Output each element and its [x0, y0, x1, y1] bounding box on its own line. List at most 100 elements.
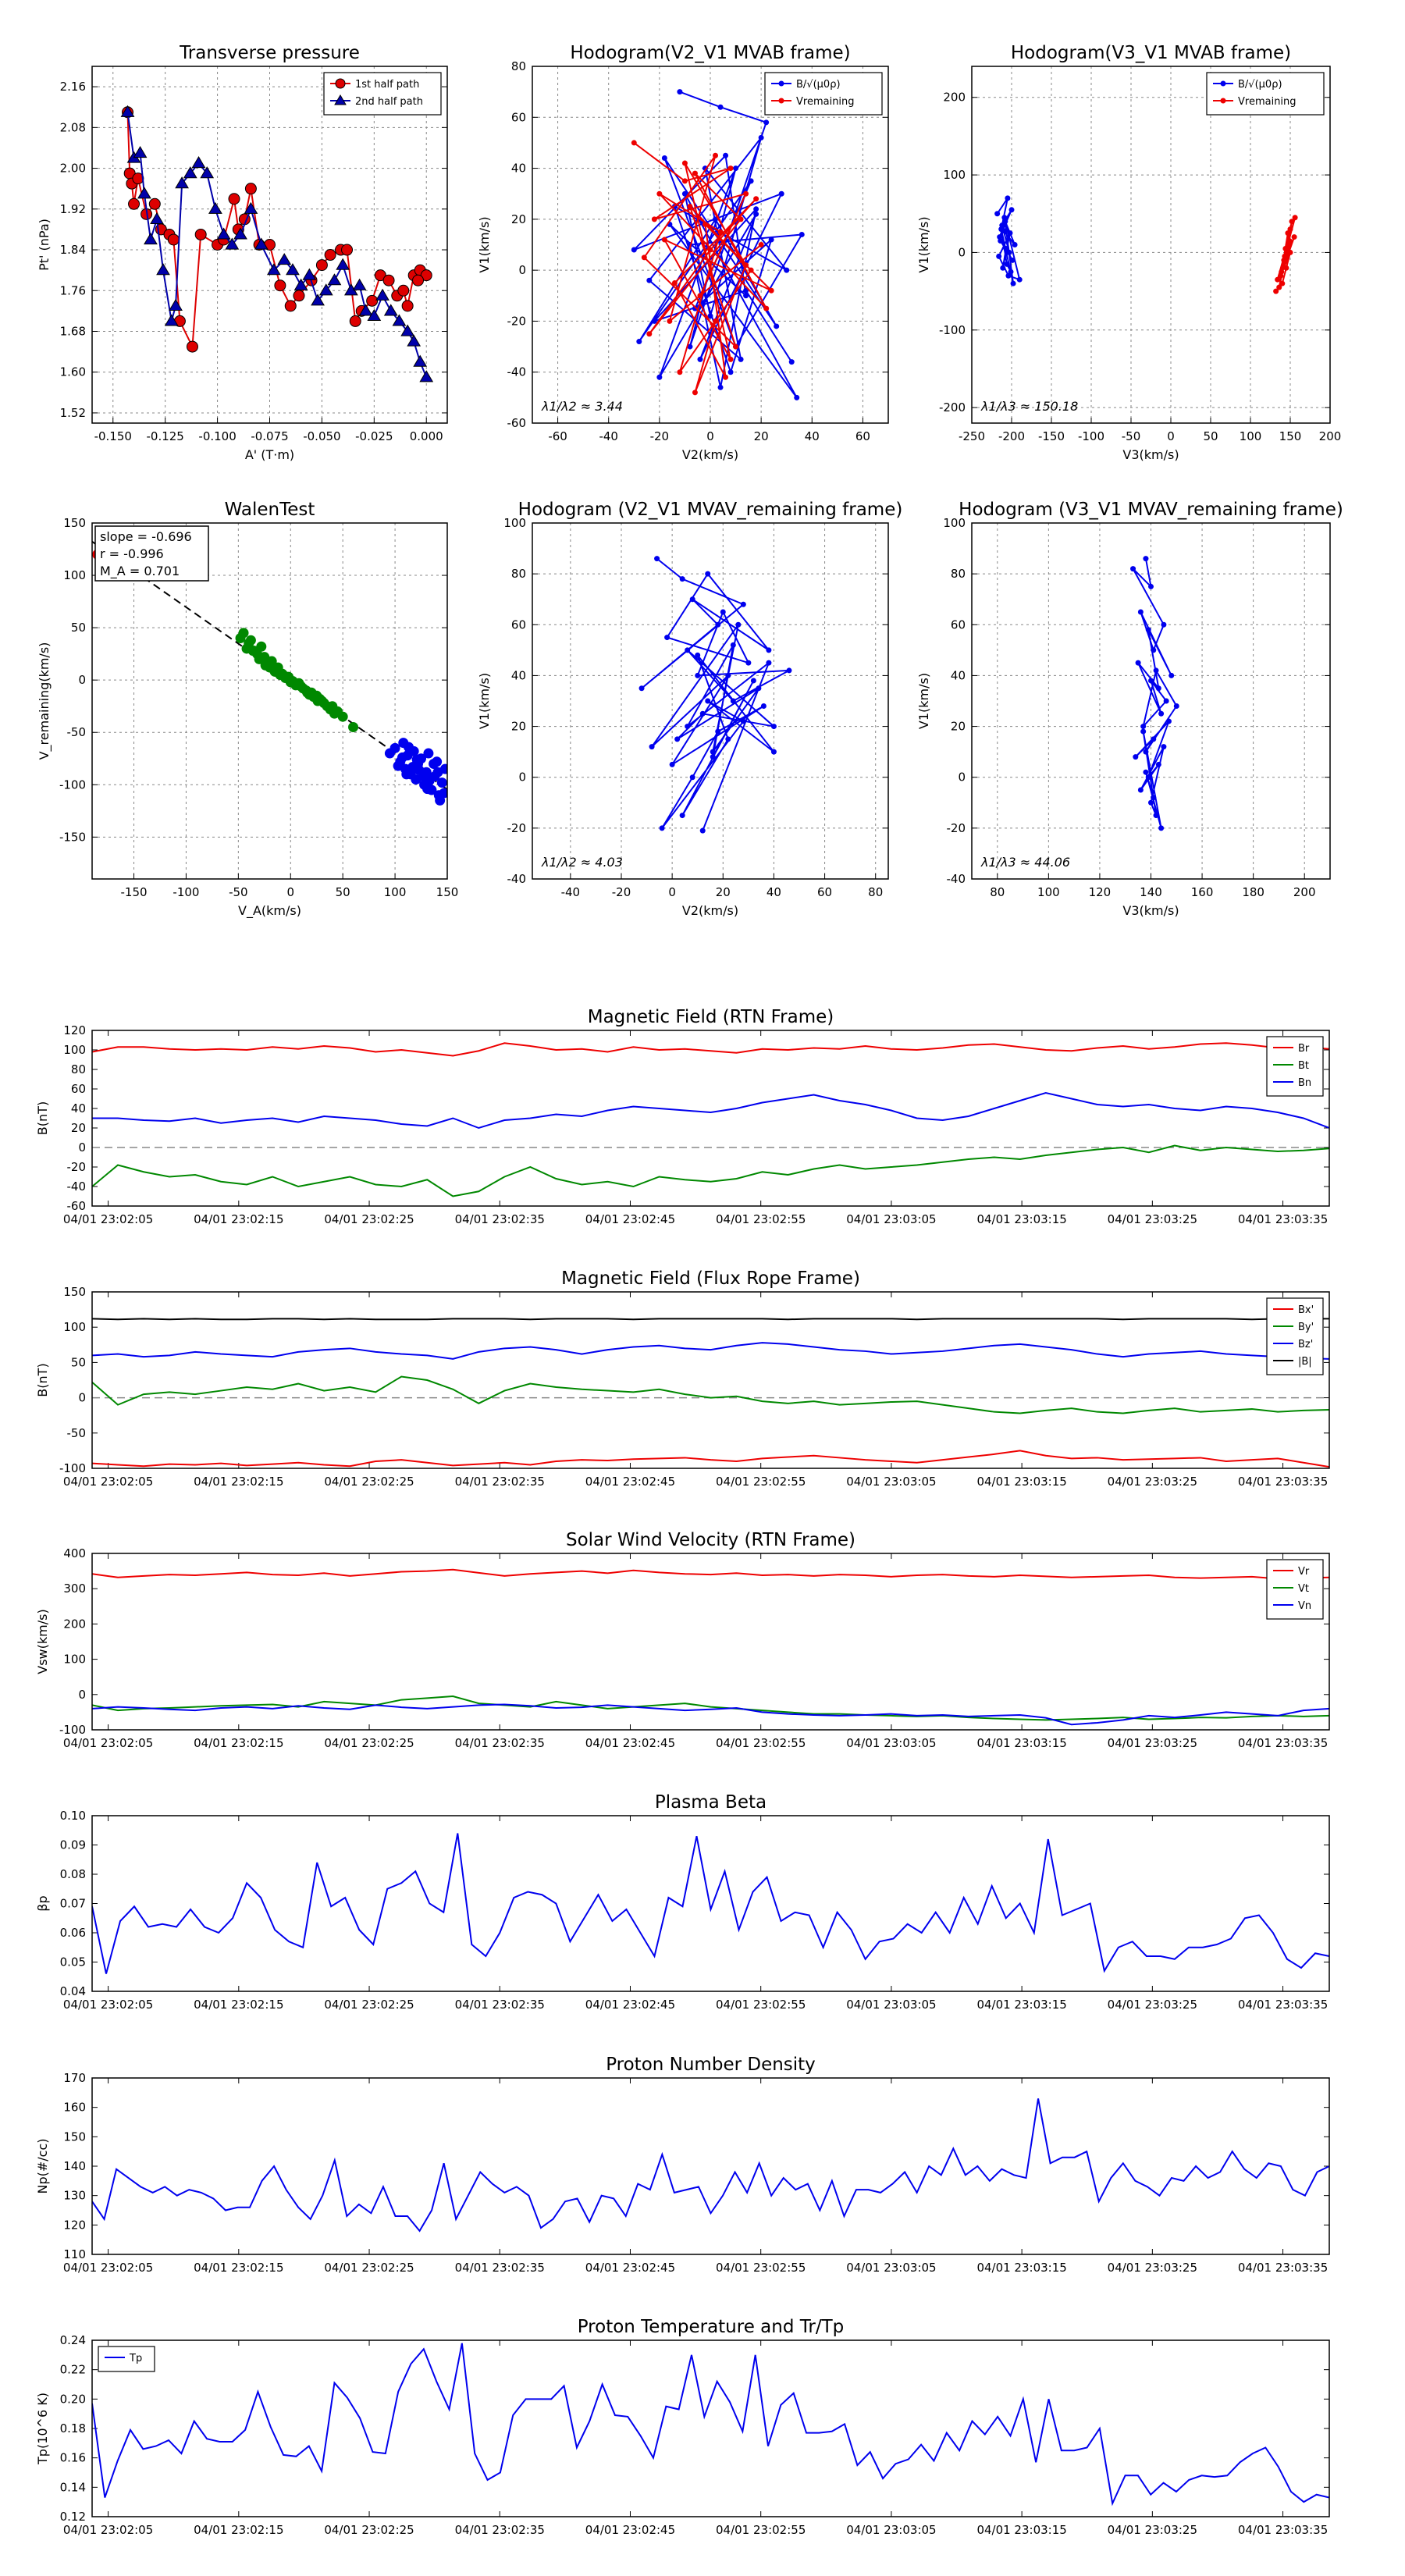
- x-tick-label: -0.125: [146, 429, 183, 443]
- x-axis-label: A' (T·m): [245, 447, 294, 462]
- data-point: [766, 647, 772, 653]
- stats-r: r = -0.996: [100, 546, 164, 561]
- legend-box: [764, 72, 883, 116]
- data-point: [1158, 825, 1165, 831]
- series-line-bx-: [92, 1450, 1329, 1468]
- y-tick-label: 50: [71, 1355, 86, 1369]
- data-point: [1148, 678, 1154, 684]
- data-point: [695, 652, 701, 658]
- y-tick-label: -40: [67, 1179, 87, 1194]
- data-point: [1140, 728, 1147, 735]
- data-point: [664, 635, 670, 641]
- data-point: [1004, 261, 1010, 267]
- x-tick-label: 04/01 23:02:15: [194, 1475, 283, 1489]
- data-point: [654, 556, 660, 562]
- data-point: [1006, 249, 1012, 255]
- legend-box: [1266, 1036, 1324, 1097]
- x-tick-label: -40: [599, 429, 618, 443]
- data-point: [1145, 627, 1151, 633]
- data-point: [175, 176, 189, 189]
- data-point: [713, 152, 719, 158]
- data-point: [1291, 234, 1297, 240]
- y-tick-label: 40: [511, 668, 526, 682]
- data-point: [768, 237, 774, 243]
- data-point: [671, 279, 678, 286]
- y-tick-label: 100: [503, 516, 526, 530]
- x-tick-label: 04/01 23:02:35: [455, 2261, 545, 2275]
- series-line--b-: [92, 1318, 1329, 1321]
- data-point: [1273, 288, 1279, 294]
- data-point: [727, 356, 734, 362]
- x-tick-label: 04/01 23:02:55: [716, 1998, 806, 2012]
- axes-frame: [91, 1030, 1330, 1207]
- x-tick-label: 04/01 23:02:45: [585, 2261, 675, 2275]
- data-point: [337, 711, 348, 722]
- x-tick-label: 04/01 23:02:55: [716, 1475, 806, 1489]
- data-point: [638, 685, 645, 692]
- data-point: [1173, 703, 1179, 710]
- data-point: [697, 293, 703, 299]
- y-tick-label: 0.20: [60, 2392, 86, 2406]
- data-point: [692, 170, 698, 176]
- x-tick-label: -20: [612, 885, 631, 899]
- y-axis-label: βp: [35, 1895, 50, 1911]
- data-point: [656, 374, 663, 380]
- legend-label: 1st half path: [355, 79, 419, 91]
- x-tick-label: 04/01 23:02:15: [194, 2523, 283, 2537]
- data-point: [383, 304, 398, 316]
- data-point: [1163, 698, 1169, 704]
- data-point: [631, 140, 637, 146]
- data-point: [418, 771, 429, 782]
- data-point: [784, 267, 790, 273]
- data-point: [318, 283, 333, 296]
- plot-area: [631, 89, 805, 400]
- y-tick-label: 0.24: [60, 2333, 86, 2347]
- stats-box: [94, 525, 209, 582]
- y-tick-label: -20: [507, 314, 527, 328]
- data-point: [717, 229, 724, 235]
- y-tick-label: 170: [63, 2071, 86, 2085]
- y-tick-label: 20: [71, 1121, 86, 1135]
- data-point: [740, 718, 746, 724]
- data-point: [144, 232, 158, 245]
- x-tick-label: 04/01 23:02:15: [194, 1212, 283, 1226]
- y-tick-label: 60: [511, 617, 526, 632]
- data-point: [284, 300, 297, 312]
- data-point: [1285, 230, 1291, 237]
- y-tick-label: 80: [511, 59, 526, 73]
- data-point: [753, 211, 759, 217]
- data-point: [661, 155, 667, 162]
- data-point: [674, 736, 681, 742]
- data-point: [341, 244, 354, 256]
- data-point: [315, 259, 328, 272]
- data-point: [786, 667, 792, 674]
- x-tick-label: 04/01 23:02:15: [194, 1736, 283, 1750]
- x-tick-label: 50: [1203, 429, 1218, 443]
- data-point: [763, 305, 770, 311]
- x-tick-label: 50: [336, 885, 350, 899]
- data-point: [150, 212, 164, 224]
- data-point: [631, 247, 637, 253]
- y-axis-label: V1(km/s): [477, 673, 492, 729]
- y-tick-label: 1.68: [60, 324, 86, 338]
- data-point: [439, 788, 447, 799]
- y-axis-label: V1(km/s): [916, 673, 931, 729]
- y-tick-label: -50: [67, 725, 87, 739]
- x-tick-label: 180: [1242, 885, 1264, 899]
- y-tick-label: 0.18: [60, 2421, 86, 2435]
- y-axis-label: V1(km/s): [916, 216, 931, 272]
- data-point: [713, 318, 719, 324]
- chart-title: Transverse pressure: [179, 43, 360, 63]
- data-point: [1148, 799, 1154, 806]
- x-tick-label: 04/01 23:02:25: [324, 1475, 414, 1489]
- x-tick-label: 04/01 23:02:05: [63, 2523, 153, 2537]
- y-tick-label: -40: [947, 872, 966, 886]
- x-tick-label: 04/01 23:02:25: [324, 2523, 414, 2537]
- x-tick-label: 150: [436, 885, 459, 899]
- y-tick-label: -20: [947, 821, 966, 835]
- data-point: [725, 672, 731, 678]
- y-tick-label: 300: [63, 1582, 86, 1596]
- x-tick-label: 04/01 23:02:55: [716, 2261, 806, 2275]
- x-tick-label: -100: [1078, 429, 1104, 443]
- y-tick-label: 1.52: [60, 406, 86, 420]
